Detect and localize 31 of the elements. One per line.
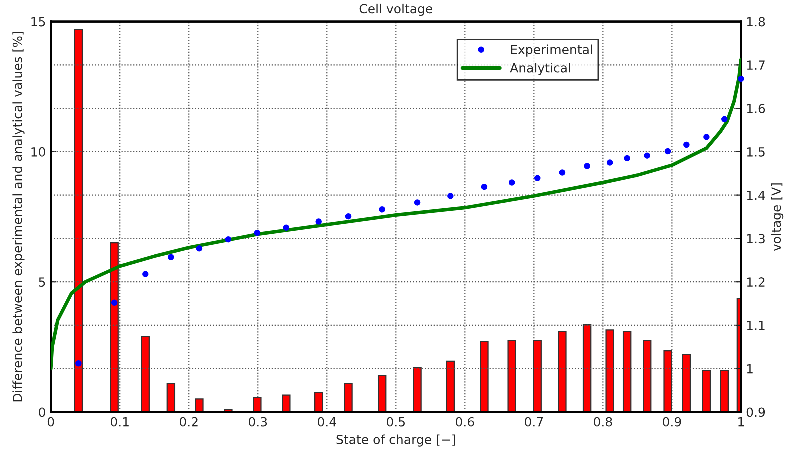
x-tick-label: 0.9 — [663, 417, 682, 427]
y-tick-label: 15 — [32, 17, 46, 27]
y2-tick-label: 1.7 — [747, 60, 765, 70]
x-tick-label: 0.1 — [110, 417, 129, 427]
x-tick-label: 0.5 — [387, 417, 405, 427]
x-axis-title: State of charge [−] — [336, 434, 456, 447]
chart-title: Cell voltage — [360, 4, 432, 16]
y-axis-title: Difference between experimental and analytical values [%] — [12, 32, 25, 402]
x-tick-label: 0.4 — [318, 417, 336, 427]
y2-tick-label: 1.5 — [747, 148, 765, 157]
legend-label: Analytical — [510, 63, 570, 76]
x-tick-label: 0.8 — [594, 417, 612, 427]
y-tick-label: 10 — [32, 147, 46, 157]
y2-tick-label: 1.6 — [747, 104, 766, 114]
x-tick-label: 0.3 — [249, 417, 268, 427]
x-tick-label: 0.2 — [180, 417, 198, 427]
y2-tick-label: 1.1 — [747, 321, 765, 330]
y2-tick-label: 1 — [747, 364, 753, 374]
x-tick-label: 1 — [738, 417, 744, 427]
x-tick-label: 0.6 — [456, 417, 474, 427]
y2-tick-label: 1.4 — [747, 190, 766, 200]
x-tick-label: 0.7 — [525, 417, 544, 427]
y2-tick-label: 1.3 — [747, 234, 765, 244]
y2-axis-title: voltage [V] — [771, 184, 784, 252]
y-tick-label: 5 — [39, 278, 46, 288]
y2-tick-label: 1.2 — [747, 278, 765, 287]
legend-label: Experimental — [511, 44, 592, 57]
x-tick-label: 0 — [48, 417, 54, 427]
y2-tick-label: 1.8 — [747, 17, 766, 27]
y-tick-label: 0 — [39, 408, 46, 418]
y2-tick-label: 0.9 — [746, 408, 766, 418]
